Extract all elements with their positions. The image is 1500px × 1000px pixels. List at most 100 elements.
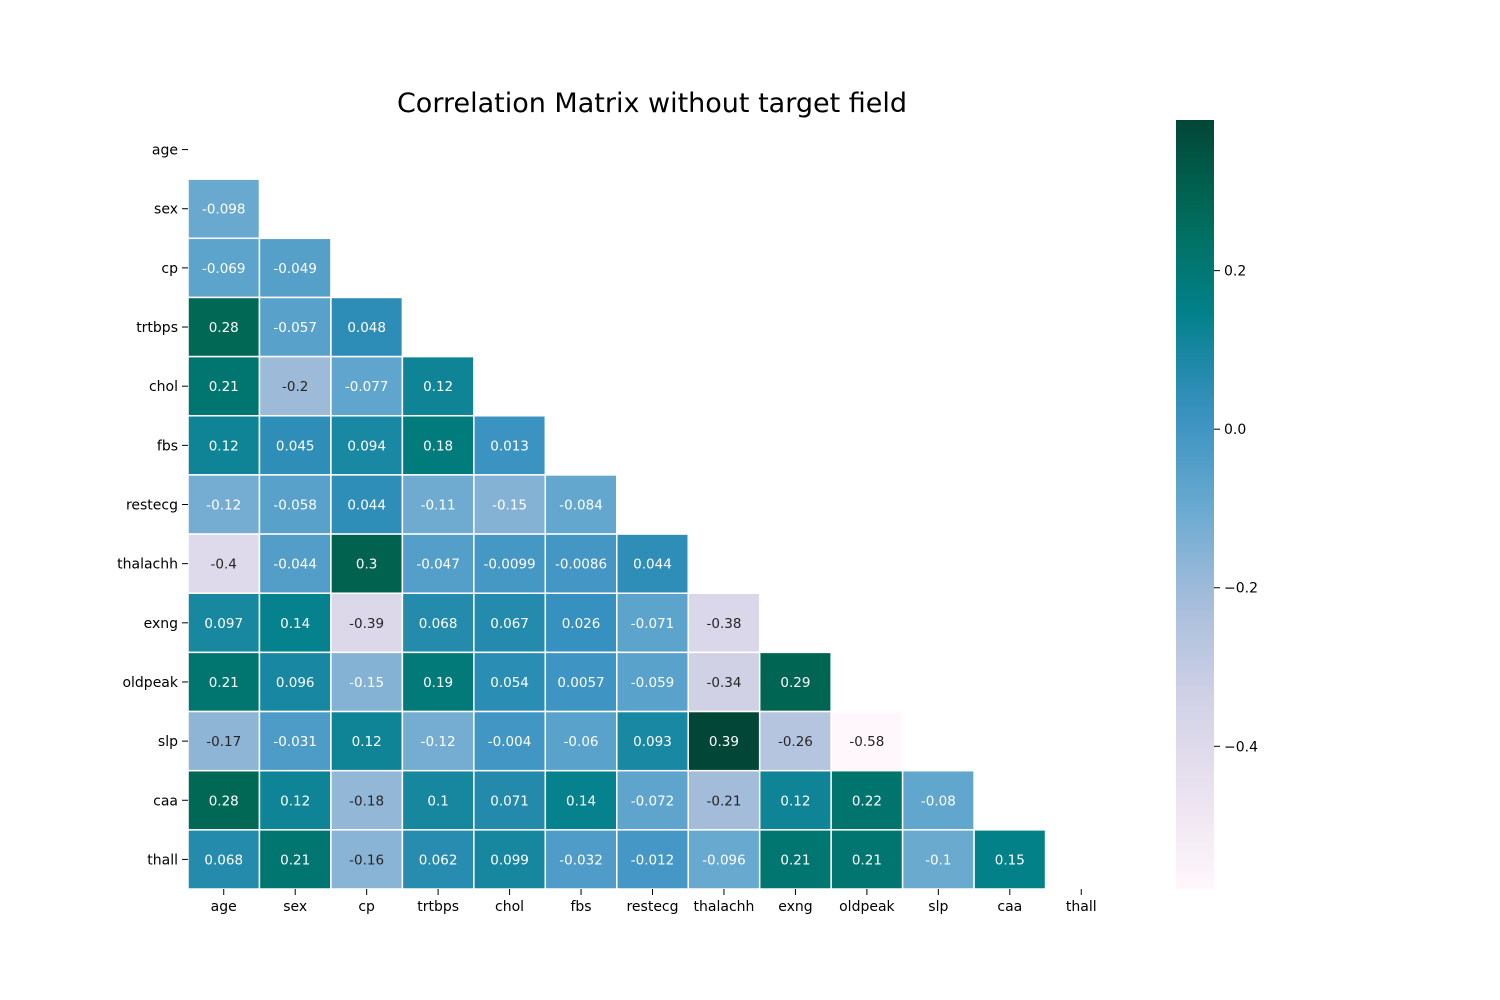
cell-value-label: 0.39: [709, 734, 739, 750]
heatmap-cell: [758, 651, 832, 713]
heatmap-cell: [330, 710, 404, 772]
cell-value-label: 0.094: [347, 438, 386, 454]
y-tick-label: exng: [144, 616, 178, 632]
heatmap-cell: [544, 533, 618, 594]
cell-value-label: -0.059: [631, 675, 675, 691]
heatmap-cell: [187, 829, 261, 890]
y-tick-label: trtbps: [136, 320, 178, 336]
y-tick-label: caa: [153, 793, 178, 809]
colorbar-tick-label: 0.0: [1224, 422, 1246, 438]
cell-value-label: 0.19: [423, 675, 453, 691]
heatmap-cell: [830, 710, 904, 772]
cell-value-label: -0.096: [702, 852, 746, 868]
heatmap-cell: [187, 651, 261, 713]
y-tick-label: thall: [147, 852, 178, 868]
chart-title: Correlation Matrix without target field: [397, 88, 907, 119]
cell-value-label: 0.21: [280, 852, 310, 868]
cell-value-label: 0.12: [423, 379, 453, 395]
cell-value-label: -0.1: [925, 852, 951, 868]
cell-value-label: 0.18: [423, 438, 453, 454]
x-tick-label: restecg: [626, 899, 678, 915]
heatmap-cell: [330, 592, 404, 654]
cell-value-label: 0.013: [490, 438, 529, 454]
heatmap-cell: [901, 769, 975, 831]
cell-value-label: 0.044: [347, 498, 386, 514]
cell-value-label: -0.071: [631, 616, 675, 632]
cell-value-label: -0.004: [488, 734, 532, 750]
cell-value-label: 0.062: [419, 852, 458, 868]
cell-value-label: -0.58: [849, 734, 884, 750]
heatmap-cell: [901, 829, 975, 890]
heatmap-cell: [187, 769, 261, 831]
cell-value-label: 0.21: [209, 379, 239, 395]
heatmap-cell: [687, 710, 761, 772]
y-axis-tick-labels: age sex cp trtbps chol fbs restecg thalachh exng…: [117, 143, 188, 868]
cell-value-label: -0.21: [706, 793, 741, 809]
heatmap-cell: [401, 829, 475, 890]
x-tick-label: thalachh: [694, 899, 755, 915]
cell-value-label: 0.068: [204, 852, 243, 868]
heatmap-cell: [544, 769, 618, 831]
heatmap-cell: [973, 829, 1047, 890]
cell-value-label: -0.06: [564, 734, 599, 750]
heatmap-cell: [616, 533, 689, 594]
cell-value-label: -0.15: [492, 498, 527, 514]
heatmap-cell: [258, 533, 332, 594]
cell-value-label: 0.12: [209, 438, 239, 454]
heatmap-cell: [401, 769, 475, 831]
cell-value-label: 0.045: [276, 438, 315, 454]
cell-value-label: 0.048: [347, 320, 386, 336]
cell-value-label: -0.16: [349, 852, 384, 868]
x-tick-label: trtbps: [417, 899, 459, 915]
cell-value-label: -0.069: [202, 261, 246, 277]
heatmap-cell: [616, 651, 689, 713]
cell-value-label: -0.38: [706, 616, 741, 632]
cell-value-label: 0.054: [490, 675, 529, 691]
heatmap-cell: [401, 474, 475, 535]
x-tick-label: sex: [283, 899, 307, 915]
colorbar: [1176, 120, 1214, 889]
cell-value-label: 0.21: [852, 852, 882, 868]
y-tick-label: restecg: [126, 498, 178, 514]
cell-value-label: -0.084: [559, 498, 603, 514]
cell-value-label: 0.28: [209, 793, 239, 809]
cell-value-label: -0.044: [273, 557, 317, 573]
cell-value-label: 0.093: [633, 734, 672, 750]
cell-value-label: 0.14: [280, 616, 310, 632]
cell-value-label: -0.12: [421, 734, 456, 750]
cell-value-label: -0.047: [416, 557, 460, 573]
y-tick-label: fbs: [157, 438, 178, 454]
x-tick-label: age: [211, 899, 237, 915]
cell-value-label: 0.21: [780, 852, 810, 868]
colorbar-tick-label: −0.4: [1224, 739, 1258, 755]
cell-value-label: 0.22: [852, 793, 882, 809]
y-tick-label: slp: [158, 734, 178, 750]
cell-value-label: -0.0099: [484, 557, 536, 573]
cell-value-label: 0.21: [209, 675, 239, 691]
cell-value-label: -0.2: [282, 379, 308, 395]
heatmap-cell: [258, 355, 332, 417]
cell-value-label: 0.12: [352, 734, 382, 750]
heatmap-cell: [330, 651, 404, 713]
cell-value-label: -0.11: [421, 498, 456, 514]
heatmap-cell: [258, 829, 332, 890]
cell-value-label: 0.067: [490, 616, 529, 632]
cell-value-label: 0.12: [780, 793, 810, 809]
cell-value-label: -0.012: [631, 852, 675, 868]
cell-value-label: -0.098: [202, 202, 246, 218]
cell-value-label: -0.39: [349, 616, 384, 632]
heatmap-cell: [616, 829, 689, 890]
cell-value-label: -0.031: [273, 734, 317, 750]
y-tick-label: chol: [149, 379, 178, 395]
cell-value-label: 0.071: [490, 793, 529, 809]
heatmap-cell: [758, 769, 832, 831]
x-tick-label: fbs: [570, 899, 591, 915]
heatmap-cells: -0.098 -0.069 -0.049 0.28 -0.057 0.048 0.21 -0.…: [187, 178, 1047, 890]
heatmap-cell: [258, 474, 332, 535]
cell-value-label: 0.12: [280, 793, 310, 809]
heatmap-cell: [544, 651, 618, 713]
cell-value-label: -0.17: [206, 734, 241, 750]
cell-value-label: 0.026: [562, 616, 601, 632]
cell-value-label: 0.3: [356, 557, 377, 573]
